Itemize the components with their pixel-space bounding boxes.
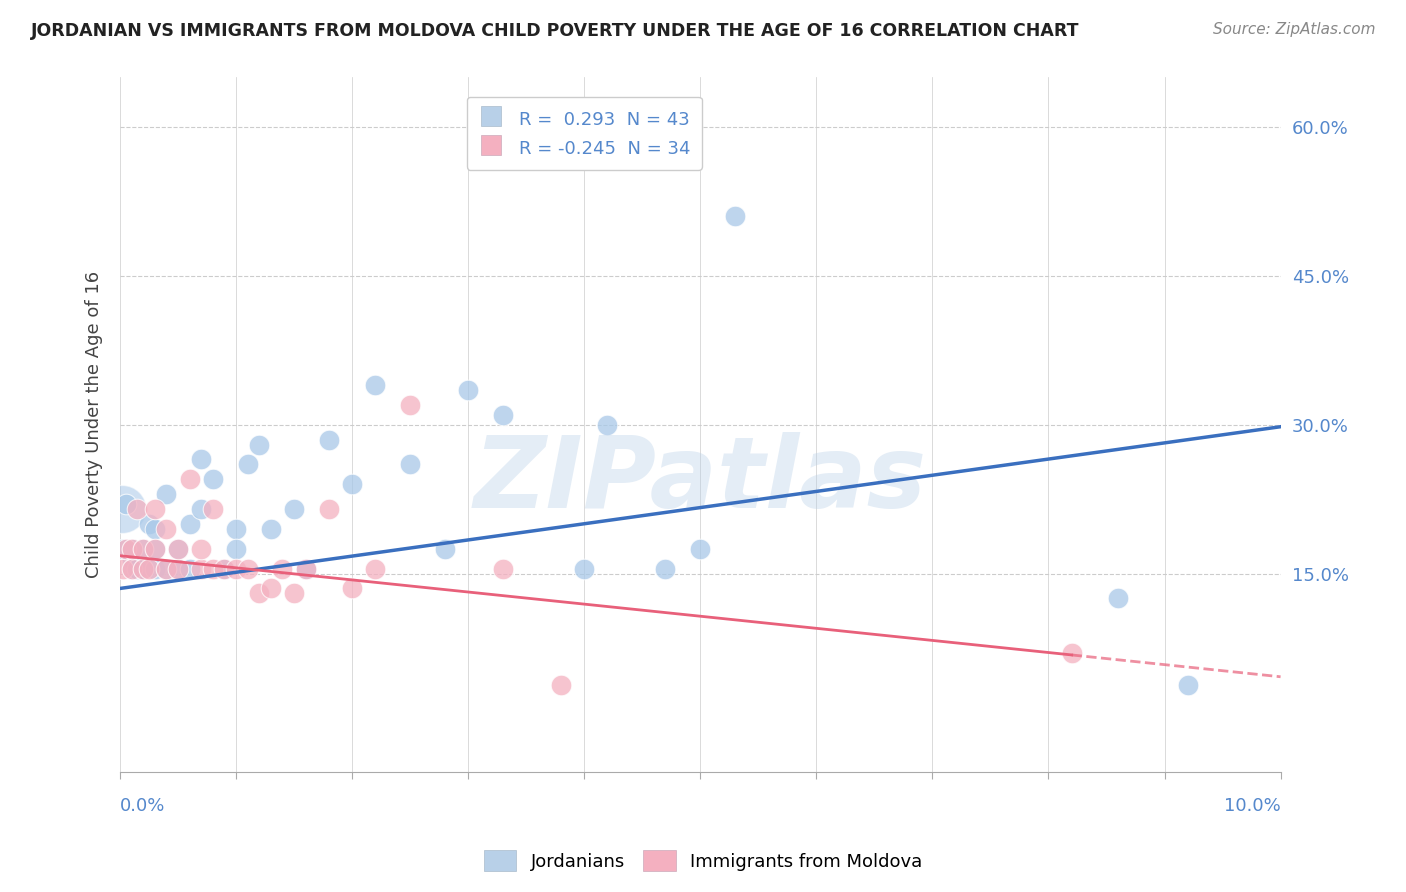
Point bbox=[114, 497, 136, 511]
Point bbox=[574, 561, 596, 575]
Point bbox=[201, 561, 224, 575]
Point bbox=[364, 561, 387, 575]
Point bbox=[179, 472, 201, 486]
Point bbox=[111, 502, 134, 516]
Point bbox=[201, 472, 224, 486]
Point bbox=[167, 541, 190, 556]
Point bbox=[155, 561, 177, 575]
Point bbox=[225, 541, 247, 556]
Point bbox=[190, 502, 212, 516]
Point bbox=[318, 502, 340, 516]
Point bbox=[155, 522, 177, 536]
Text: JORDANIAN VS IMMIGRANTS FROM MOLDOVA CHILD POVERTY UNDER THE AGE OF 16 CORRELATI: JORDANIAN VS IMMIGRANTS FROM MOLDOVA CHI… bbox=[31, 22, 1080, 40]
Point bbox=[143, 561, 166, 575]
Point bbox=[214, 561, 236, 575]
Point bbox=[260, 522, 283, 536]
Point bbox=[179, 561, 201, 575]
Point bbox=[550, 678, 572, 692]
Point bbox=[138, 516, 160, 531]
Point bbox=[492, 561, 515, 575]
Point bbox=[236, 458, 259, 472]
Point bbox=[201, 502, 224, 516]
Point bbox=[271, 561, 294, 575]
Point bbox=[167, 561, 190, 575]
Point bbox=[179, 516, 201, 531]
Point bbox=[399, 398, 422, 412]
Point bbox=[364, 378, 387, 392]
Point bbox=[294, 561, 316, 575]
Point bbox=[225, 522, 247, 536]
Point bbox=[318, 433, 340, 447]
Point bbox=[225, 561, 247, 575]
Point bbox=[1107, 591, 1129, 606]
Point bbox=[190, 541, 212, 556]
Point bbox=[247, 586, 270, 600]
Point bbox=[340, 582, 363, 596]
Legend: Jordanians, Immigrants from Moldova: Jordanians, Immigrants from Moldova bbox=[477, 843, 929, 879]
Point bbox=[596, 417, 619, 432]
Point bbox=[283, 586, 305, 600]
Point bbox=[689, 541, 711, 556]
Point bbox=[121, 541, 143, 556]
Point bbox=[1060, 646, 1083, 660]
Point bbox=[143, 502, 166, 516]
Point bbox=[260, 582, 283, 596]
Point bbox=[112, 561, 135, 575]
Point bbox=[132, 561, 155, 575]
Point bbox=[112, 541, 135, 556]
Point bbox=[214, 561, 236, 575]
Point bbox=[167, 561, 190, 575]
Point bbox=[143, 522, 166, 536]
Point bbox=[724, 210, 747, 224]
Point bbox=[167, 541, 190, 556]
Point bbox=[492, 408, 515, 422]
Point bbox=[190, 452, 212, 467]
Point bbox=[399, 458, 422, 472]
Point bbox=[121, 541, 143, 556]
Point bbox=[138, 561, 160, 575]
Point bbox=[121, 561, 143, 575]
Point bbox=[121, 561, 143, 575]
Point bbox=[127, 502, 149, 516]
Text: 10.0%: 10.0% bbox=[1223, 797, 1281, 814]
Point bbox=[457, 383, 479, 397]
Point bbox=[294, 561, 316, 575]
Point bbox=[127, 561, 149, 575]
Point bbox=[155, 487, 177, 501]
Text: 0.0%: 0.0% bbox=[120, 797, 166, 814]
Point bbox=[340, 477, 363, 491]
Point bbox=[247, 437, 270, 451]
Point bbox=[143, 541, 166, 556]
Point bbox=[1177, 678, 1199, 692]
Text: Source: ZipAtlas.com: Source: ZipAtlas.com bbox=[1212, 22, 1375, 37]
Point bbox=[114, 541, 136, 556]
Point bbox=[155, 561, 177, 575]
Point bbox=[132, 541, 155, 556]
Point bbox=[132, 541, 155, 556]
Point bbox=[132, 561, 155, 575]
Point bbox=[121, 551, 143, 566]
Y-axis label: Child Poverty Under the Age of 16: Child Poverty Under the Age of 16 bbox=[86, 271, 103, 578]
Point bbox=[236, 561, 259, 575]
Point bbox=[654, 561, 676, 575]
Point bbox=[283, 502, 305, 516]
Legend: R =  0.293  N = 43, R = -0.245  N = 34: R = 0.293 N = 43, R = -0.245 N = 34 bbox=[467, 97, 702, 169]
Text: ZIPatlas: ZIPatlas bbox=[474, 432, 927, 529]
Point bbox=[143, 541, 166, 556]
Point bbox=[190, 561, 212, 575]
Point bbox=[433, 541, 456, 556]
